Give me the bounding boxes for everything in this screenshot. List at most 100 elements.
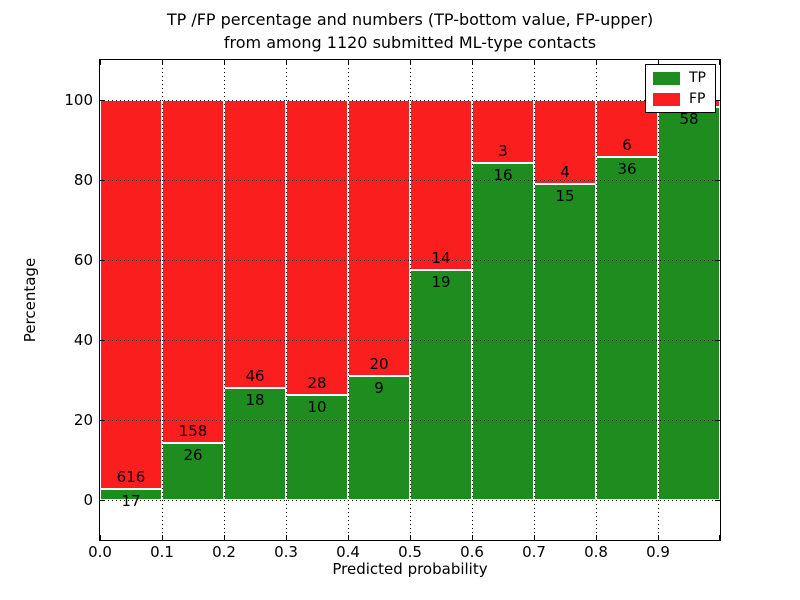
bar-tp-segment-0 [100,489,162,500]
fp-count-label-5: 14 [431,248,451,267]
bar-fp-segment-2 [224,100,286,388]
bar-fp-segment-5 [410,100,472,270]
fp-count-label-0: 616 [116,468,146,487]
y-tick-mark [100,340,105,341]
x-tick-label-0.0: 0.0 [88,543,112,561]
gridline-horizontal [100,500,720,501]
bar-fp-segment-7 [534,100,596,185]
x-tick-mark [534,535,535,540]
x-axis-label: Predicted probability [332,560,488,578]
tp-count-label-7: 15 [555,187,575,206]
x-tick-label-0.7: 0.7 [522,543,546,561]
fp-count-label-2: 46 [245,366,265,385]
x-tick-label-0.2: 0.2 [212,543,236,561]
x-tick-label-0.3: 0.3 [274,543,298,561]
y-tick-mark [100,420,105,421]
plot-area: 6161715826461828102091419316415636158 [99,59,721,541]
tp-count-label-6: 16 [493,166,513,185]
x-tick-label-0.6: 0.6 [460,543,484,561]
y-tick-mark [715,180,720,181]
y-tick-label-100: 100 [64,91,93,109]
bar-fp-segment-1 [162,100,224,444]
gridline-horizontal [100,420,720,421]
tp-count-label-9: 58 [679,109,699,128]
gridline-horizontal [100,260,720,261]
tp-count-label-2: 18 [245,390,265,409]
bar-tp-segment-3 [286,394,348,500]
x-tick-mark [658,535,659,540]
x-tick-mark [224,535,225,540]
tp-count-label-0: 17 [121,492,141,511]
gridline-horizontal [100,180,720,181]
bar-tp-segment-9 [658,106,720,500]
fp-count-label-8: 6 [622,136,632,155]
y-tick-mark [715,340,720,341]
gridline-vertical [286,60,287,540]
y-tick-label-80: 80 [73,171,93,189]
x-tick-mark [162,535,163,540]
x-tick-mark [596,60,597,65]
x-tick-mark [100,60,101,65]
bar-fp-segment-0 [100,100,162,490]
bar-tp-segment-5 [410,269,472,500]
y-tick-mark [100,180,105,181]
x-tick-mark [719,535,720,540]
tp-count-label-3: 10 [307,397,327,416]
y-tick-mark [715,420,720,421]
gridline-horizontal [100,340,720,341]
x-tick-mark [100,535,101,540]
fp-count-label-3: 28 [307,373,327,392]
chart-title: TP /FP percentage and numbers (TP-bottom… [100,8,720,54]
legend: TP FP [645,64,716,113]
fp-count-label-7: 4 [560,163,570,182]
x-tick-mark [348,535,349,540]
chart-title-line1: TP /FP percentage and numbers (TP-bottom… [166,10,654,29]
x-tick-mark [348,60,349,65]
y-tick-label-20: 20 [73,411,93,429]
x-tick-mark [286,535,287,540]
x-tick-mark [472,60,473,65]
x-tick-mark [162,60,163,65]
fp-count-label-4: 20 [369,354,389,373]
x-tick-mark [719,60,720,65]
legend-item-tp: TP [653,71,709,86]
x-tick-mark [472,535,473,540]
tp-count-label-5: 19 [431,272,451,291]
x-tick-mark [224,60,225,65]
legend-label-fp: FP [689,91,706,107]
x-tick-mark [410,60,411,65]
x-tick-mark [658,60,659,65]
bar-fp-segment-3 [286,100,348,395]
y-tick-mark [715,100,720,101]
y-tick-mark [715,500,720,501]
gridline-vertical [472,60,473,540]
bar-tp-segment-7 [534,184,596,500]
legend-swatch-fp-icon [653,93,680,106]
gridline-vertical [658,60,659,540]
tp-count-label-4: 9 [374,378,384,397]
x-tick-label-0.9: 0.9 [646,543,670,561]
legend-swatch-tp-icon [653,72,680,85]
fp-count-label-6: 3 [498,142,508,161]
y-tick-mark [715,260,720,261]
bar-tp-segment-4 [348,375,410,500]
gridline-vertical [162,60,163,540]
gridline-vertical [596,60,597,540]
tp-count-label-1: 26 [183,446,203,465]
y-tick-label-0: 0 [83,491,93,509]
x-tick-label-0.5: 0.5 [398,543,422,561]
bar-tp-segment-1 [162,443,224,500]
bar-tp-segment-8 [596,157,658,500]
x-tick-mark [286,60,287,65]
gridline-horizontal [100,100,720,101]
legend-item-fp: FP [653,92,709,107]
bar-fp-segment-4 [348,100,410,376]
y-axis-label: Percentage [21,257,39,343]
y-tick-mark [100,500,105,501]
tp-count-label-8: 36 [617,160,637,179]
y-tick-mark [100,100,105,101]
chart-title-line2: from among 1120 submitted ML-type contac… [223,33,597,52]
gridline-vertical [348,60,349,540]
y-tick-label-40: 40 [73,331,93,349]
